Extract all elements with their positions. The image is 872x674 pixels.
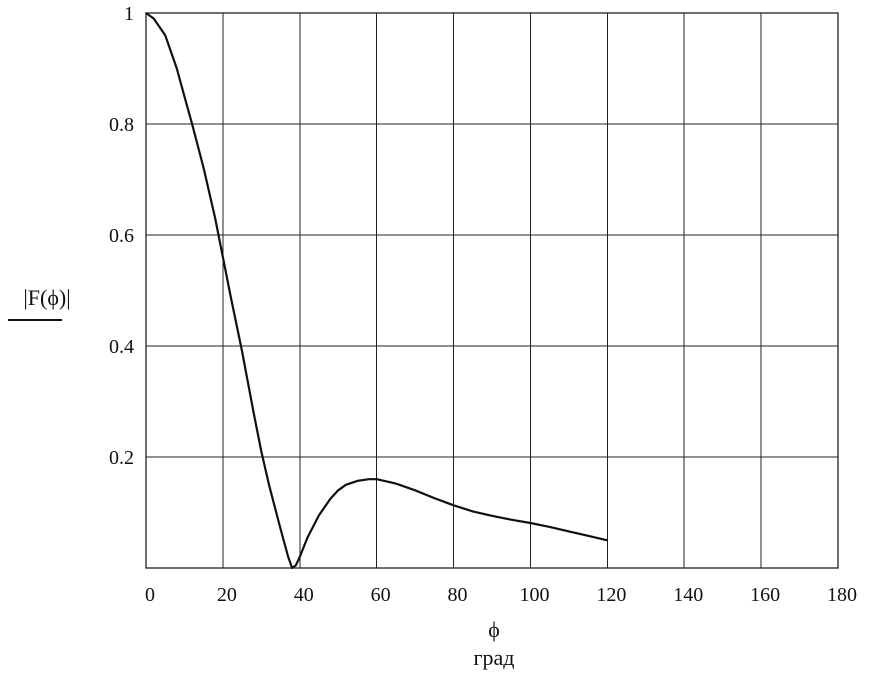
y-tick-label: 0.8: [109, 114, 134, 136]
x-tick-label: 40: [294, 584, 314, 606]
x-tick-label: 180: [827, 584, 857, 606]
y-tick-labels: 0.2 0.4 0.6 0.8 1: [109, 3, 134, 469]
x-axis-unit: град: [474, 645, 515, 670]
grid: [146, 13, 838, 568]
x-tick-label: 120: [596, 584, 626, 606]
x-tick-label: 0: [145, 584, 155, 606]
y-tick-label: 0.6: [109, 225, 134, 247]
y-tick-label: 0.4: [109, 336, 134, 358]
y-tick-label: 1: [124, 3, 134, 25]
plot-frame: [145, 12, 839, 569]
y-tick-label: 0.2: [109, 447, 134, 469]
x-tick-label: 140: [673, 584, 703, 606]
x-tick-label: 20: [217, 584, 237, 606]
x-axis-label: ϕ: [488, 617, 500, 642]
x-tick-label: 100: [519, 584, 549, 606]
x-tick-label: 160: [750, 584, 780, 606]
y-axis-label: |F(ϕ)|: [23, 285, 70, 310]
x-tick-label: 60: [371, 584, 391, 606]
x-tick-labels: 0 20 40 60 80 100 120 140 160 180: [145, 584, 857, 606]
y-axis-title: |F(ϕ)|: [8, 285, 71, 321]
x-tick-label: 80: [448, 584, 468, 606]
series-line: [145, 12, 608, 570]
